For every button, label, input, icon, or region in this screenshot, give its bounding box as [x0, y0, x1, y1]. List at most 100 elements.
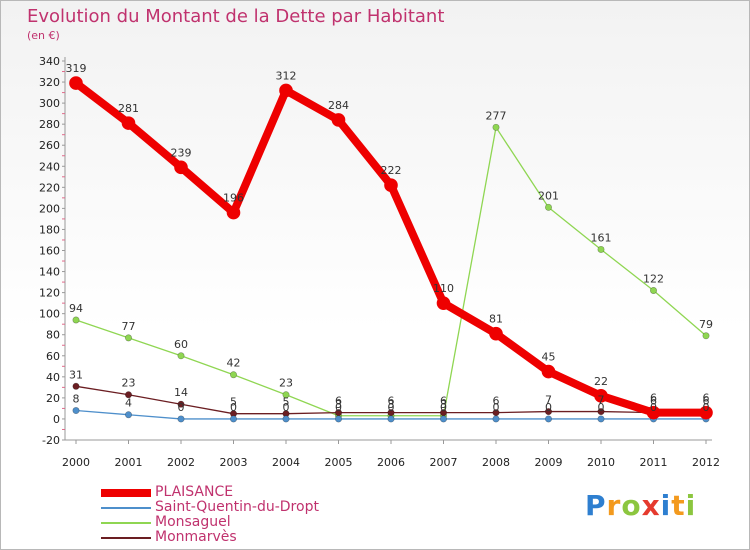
data-label-saint-quentin-du-dropt: 0 [283, 401, 290, 414]
data-point-monsaguel [125, 334, 133, 342]
data-label-plaisance: 312 [276, 69, 297, 82]
legend-swatch [101, 488, 151, 497]
data-point-monsaguel [702, 332, 710, 340]
legend-item-plaisance: PLAISANCE [101, 485, 319, 500]
data-label-monmarves: 6 [335, 395, 342, 408]
data-label-saint-quentin-du-dropt: 0 [178, 401, 185, 414]
legend: PLAISANCE Saint-Quentin-du-Dropt Monsaguel… [101, 485, 319, 545]
y-tick-label: 0 [53, 413, 60, 426]
data-label-monmarves: 6 [650, 395, 657, 408]
data-point-plaisance [226, 205, 241, 220]
proxiti-logo: Proxiti [585, 489, 696, 522]
y-tick-label: 20 [46, 392, 60, 405]
data-point-plaisance [384, 178, 398, 193]
data-label-monsaguel: 277 [486, 109, 507, 122]
y-tick-label: 160 [39, 245, 60, 258]
legend-label: Saint-Quentin-du-Dropt [155, 499, 319, 515]
data-point-monsaguel [597, 245, 605, 253]
data-label-monsaguel: 77 [122, 320, 136, 333]
data-point-monmarves [125, 391, 133, 399]
data-label-monmarves: 5 [283, 396, 290, 409]
data-label-monsaguel: 42 [227, 357, 241, 370]
series-line-plaisance [72, 79, 710, 417]
data-label-saint-quentin-du-dropt: 0 [440, 401, 447, 414]
data-label-monsaguel: 60 [174, 338, 188, 351]
y-tick-label: 140 [39, 266, 60, 279]
data-point-monmarves [72, 382, 80, 390]
data-label-monmarves: 6 [388, 395, 395, 408]
data-label-plaisance: 6 [650, 392, 657, 405]
legend-swatch [101, 506, 151, 509]
data-label-saint-quentin-du-dropt: 0 [703, 401, 710, 414]
data-point-plaisance [594, 388, 608, 403]
x-tick-label: 2010 [587, 456, 615, 469]
data-point-plaisance [436, 296, 451, 310]
x-tick-label: 2008 [482, 456, 510, 469]
data-label-plaisance: 45 [542, 351, 556, 364]
y-tick-label: 80 [46, 329, 60, 342]
x-tick-label: 2006 [377, 456, 405, 469]
data-label-saint-quentin-du-dropt: 0 [335, 401, 342, 414]
y-tick-label: 100 [39, 308, 60, 321]
data-label-saint-quentin-du-dropt: 0 [650, 401, 657, 414]
data-label-monsaguel: 3 [335, 398, 342, 411]
data-point-plaisance [69, 76, 83, 90]
data-label-monsaguel: 161 [591, 231, 612, 244]
data-label-monsaguel: 201 [538, 189, 559, 202]
logo-letter: i [660, 489, 672, 522]
x-tick-label: 2000 [62, 456, 90, 469]
chart-title: Evolution du Montant de la Dette par Hab… [27, 6, 445, 27]
y-tick-label: 180 [39, 223, 60, 236]
legend-swatch [101, 521, 151, 524]
data-point-plaisance [279, 83, 293, 98]
x-tick-label: 2002 [167, 456, 195, 469]
data-point-plaisance [121, 116, 136, 130]
x-tick-label: 2003 [220, 456, 248, 469]
legend-item-saint-quentin-du-dropt: Saint-Quentin-du-Dropt [101, 500, 319, 515]
data-label-plaisance: 6 [703, 392, 710, 405]
data-point-plaisance [541, 364, 556, 379]
data-label-monmarves: 6 [703, 395, 710, 408]
logo-letter: P [585, 489, 607, 522]
data-point-saint-quentin-du-dropt [439, 415, 447, 423]
x-tick-label: 2007 [430, 456, 458, 469]
x-tick-label: 2012 [692, 456, 720, 469]
data-label-plaisance: 222 [381, 164, 402, 177]
data-point-monsaguel [177, 352, 185, 360]
data-point-saint-quentin-du-dropt [177, 415, 185, 423]
data-point-monsaguel [544, 203, 552, 211]
data-label-plaisance: 22 [594, 375, 608, 388]
data-label-saint-quentin-du-dropt: 8 [73, 393, 80, 406]
data-label-monmarves: 31 [69, 368, 83, 381]
data-label-saint-quentin-du-dropt: 0 [545, 401, 552, 414]
data-label-plaisance: 284 [328, 99, 349, 112]
legend-label: Monmarvès [155, 529, 237, 545]
y-tick-label: 40 [46, 371, 60, 384]
data-point-monmarves [177, 400, 185, 408]
data-label-saint-quentin-du-dropt: 0 [230, 401, 237, 414]
data-label-monmarves: 6 [440, 395, 447, 408]
legend-label: Monsaguel [155, 514, 231, 530]
y-tick-label: 340 [39, 55, 60, 68]
y-tick-label: 200 [39, 202, 60, 215]
y-tick-label: -20 [42, 434, 60, 447]
data-label-plaisance: 281 [118, 102, 139, 115]
logo-letter: o [621, 489, 642, 522]
data-point-monmarves [544, 408, 552, 416]
data-point-saint-quentin-du-dropt [544, 415, 552, 423]
x-tick-label: 2005 [325, 456, 353, 469]
data-point-monsaguel [492, 123, 500, 131]
data-label-monmarves: 23 [122, 377, 136, 390]
unit-label: (en €) [27, 29, 60, 42]
data-point-plaisance [174, 160, 188, 175]
data-point-saint-quentin-du-dropt [492, 415, 500, 423]
legend-swatch [101, 536, 151, 539]
data-point-plaisance [646, 405, 661, 420]
y-tick-label: 240 [39, 160, 60, 173]
y-tick-label: 60 [46, 350, 60, 363]
x-tick-label: 2011 [640, 456, 668, 469]
data-label-monsaguel: 3 [440, 398, 447, 411]
data-point-saint-quentin-du-dropt [230, 415, 238, 423]
